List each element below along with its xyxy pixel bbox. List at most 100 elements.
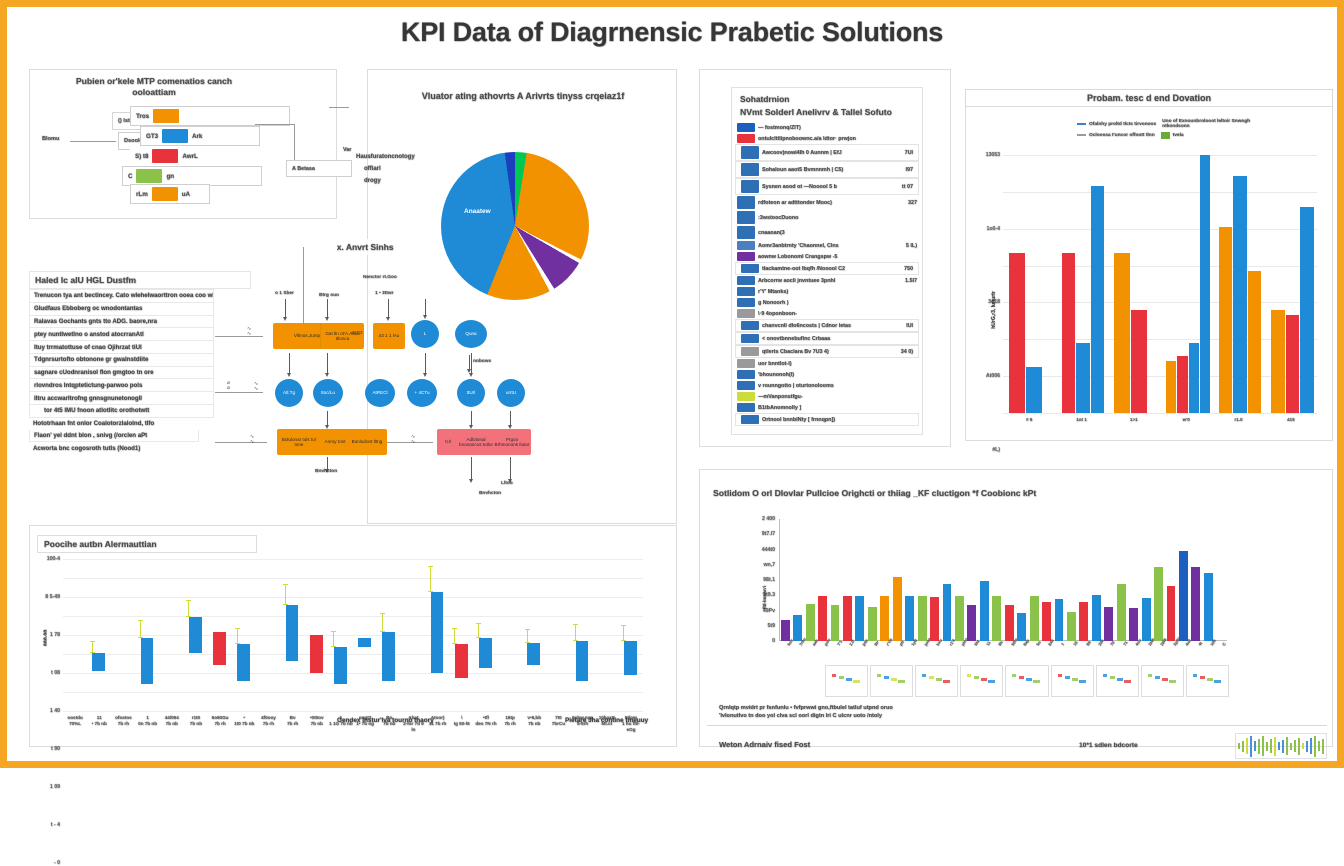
list-item[interactable]: Tdgnrsurtofto obtonone gr gwalnstdiite [29, 353, 214, 367]
multi-bar[interactable] [1066, 611, 1076, 641]
legend-item-0[interactable]: Ofalnhy proltd tlcts tirvonoos [1077, 119, 1156, 130]
flow-node-n9[interactable]: AtRECl [365, 379, 395, 407]
grouped-bar[interactable] [1090, 185, 1105, 413]
range-bar[interactable] [140, 638, 154, 684]
list-item[interactable]: rlovndros Intqptetictung-parwoo pols [29, 379, 214, 393]
table-row[interactable]: Sysnen aood ot —Nooool 5 b tt 07 [735, 178, 919, 195]
flow-node-n10[interactable]: + 4CTu [407, 379, 437, 407]
multi-bar[interactable] [1079, 602, 1089, 641]
flow-node-n17[interactable]: Adlotonal bnonancos tutlor [457, 429, 495, 455]
multi-bar[interactable] [1191, 566, 1201, 641]
list-item[interactable]: Hototrhaan fnt onlor Coalotorzlalolnd, t… [29, 417, 229, 430]
flow-node-n2[interactable]: Gat tln ot'A.Adfid ttlonca [320, 323, 364, 349]
list-item[interactable]: Ituy trrmatottuse of cnao Ojihrzat tiUl [29, 341, 214, 354]
multi-bar[interactable] [930, 597, 940, 641]
range-bar[interactable] [575, 641, 589, 681]
multi-bar[interactable] [880, 596, 890, 641]
flow-node-n5[interactable]: L [411, 320, 439, 348]
legend-box[interactable] [825, 665, 869, 697]
table-row[interactable]: rdfoteon ar adtttonder Mooc) 327 [732, 195, 922, 210]
list-item[interactable]: Flaon' yel ddnt blon , snivg (/orclen aP… [29, 429, 199, 443]
list-item[interactable]: ptey nuntlwetlno o anstod atocrranAtl [29, 328, 214, 342]
multi-bar[interactable] [1129, 608, 1139, 641]
range-bar[interactable] [237, 644, 251, 681]
multi-bar[interactable] [818, 596, 828, 641]
multi-bar[interactable] [967, 605, 977, 641]
range-bar[interactable] [479, 638, 492, 669]
grouped-bar[interactable] [1130, 309, 1147, 413]
table-row[interactable]: Ortnool bnnblNty [ frnnqpn]) [735, 413, 919, 426]
grouped-bar[interactable] [1026, 366, 1043, 413]
legend-box[interactable] [1185, 665, 1229, 697]
multi-bar[interactable] [1141, 598, 1151, 641]
range-bar[interactable] [430, 592, 444, 673]
multi-bar[interactable] [830, 605, 840, 641]
grouped-bar[interactable] [1300, 206, 1314, 413]
arch-node-2[interactable]: S) t8 AwrL [130, 146, 258, 166]
list-item[interactable]: sagnare cUodnranisol flon gmgtoo tn ore [29, 366, 214, 380]
range-bar[interactable] [213, 631, 226, 666]
table-row[interactable]: chanvcnli dlo6ncosts | Cdnor letas lUl [735, 319, 919, 332]
floating-chart-plot[interactable]: 100-4 8 5-49 1 78 t 08 1 40 t 90 1 09 t - 4 - 0 o… [45, 556, 643, 866]
table-row[interactable]: —mVanponstfgu- [732, 391, 922, 402]
table-row[interactable]: v rounngotto | oturtonolooms [732, 380, 922, 391]
list-item[interactable]: Ralavas Gochants gnts tto ADG. baore,nra [29, 315, 214, 329]
multi-bar[interactable] [1029, 596, 1039, 641]
grouped-bar[interactable] [1199, 155, 1211, 413]
range-bar[interactable] [382, 631, 396, 681]
multi-bar[interactable] [780, 619, 790, 641]
flow-node-n4[interactable]: 43 1 1 lAu [373, 323, 405, 349]
grouped-bar[interactable] [1218, 227, 1233, 413]
grouped-bar[interactable] [1166, 361, 1177, 413]
table-row[interactable]: :3wstoocDuono [732, 210, 922, 225]
table-row[interactable]: aownw Lobonoml Crangspw -5 [732, 251, 922, 262]
flow-node-n7[interactable]: Atl.Tg [275, 379, 303, 407]
arch-node-0[interactable]: Tros [130, 106, 290, 126]
pie-chart[interactable] [441, 152, 589, 300]
legend-item-2[interactable]: Ocloossa t'uncor offoott tlnn [1077, 132, 1155, 139]
multi-bar[interactable] [954, 596, 964, 641]
flow-node-n13[interactable]: Bolulonar tuls tor tone [277, 429, 321, 455]
footer-thumbnail[interactable] [1235, 733, 1327, 759]
flow-node-n16[interactable]: tUl [437, 429, 459, 455]
multi-bar[interactable] [979, 581, 989, 641]
table-row[interactable]: Aomr3anbtrnty 'Chaonnel, Clns 5 lL) [732, 240, 922, 251]
table-row[interactable]: ontulclttlipnoboownc.a/a ldtor· prwjon [732, 133, 922, 144]
arch-node-3[interactable]: C gn [122, 166, 262, 186]
multi-bar[interactable] [1004, 605, 1014, 641]
table-row[interactable]: qtlerts Cbaclara Bv 7U3 4) 34 0) [735, 345, 919, 358]
multi-bar[interactable] [793, 614, 803, 641]
multi-bar[interactable] [1203, 572, 1213, 641]
legend-item-3[interactable]: tvela [1160, 131, 1184, 139]
range-bar[interactable] [624, 641, 637, 675]
multi-bar[interactable] [805, 604, 815, 641]
flow-node-n18[interactable]: Prgoo Brhmononk tlutor [493, 429, 531, 455]
flow-node-n12[interactable]: urrtU [497, 379, 525, 407]
grouped-bar[interactable] [1233, 175, 1247, 413]
legend-box[interactable] [915, 665, 959, 697]
flow-node-n6[interactable]: Quna [455, 320, 487, 348]
multi-bar[interactable] [855, 596, 865, 641]
legend-box[interactable] [1095, 665, 1139, 697]
range-bar[interactable] [189, 616, 202, 654]
range-bar[interactable] [358, 638, 371, 648]
legend-box[interactable] [1005, 665, 1049, 697]
table-row[interactable]: — fostmonq/ZIT) [732, 122, 922, 133]
multi-bar[interactable] [842, 596, 852, 641]
grouped-bar[interactable] [1061, 253, 1076, 413]
table-row[interactable]: Awcoov)nowi4Ih 0 Aunnm | EfJ 7Ul [735, 144, 919, 161]
multi-bar[interactable] [867, 607, 877, 641]
grouped-bar[interactable] [1113, 253, 1130, 413]
multi-bar[interactable] [942, 584, 952, 641]
range-bar[interactable] [527, 642, 541, 666]
multi-bar[interactable] [992, 596, 1002, 641]
list-item[interactable]: Acworta bnc cogosroth tutls (Nood1) [29, 442, 229, 455]
multi-bar[interactable] [1054, 599, 1064, 641]
multi-bar[interactable] [1017, 612, 1027, 641]
flow-node-n14[interactable]: Anroy tont [319, 429, 351, 455]
multi-bar[interactable] [892, 577, 902, 641]
solution-table[interactable]: Sohatdrnion NVmt Solderl Anelivrv & Tall… [731, 87, 923, 435]
list-item[interactable]: Trenucon tya ant bectincey. Cato wlehelw… [29, 289, 214, 303]
multi-bar[interactable] [1178, 550, 1188, 641]
range-bar[interactable] [334, 647, 347, 684]
